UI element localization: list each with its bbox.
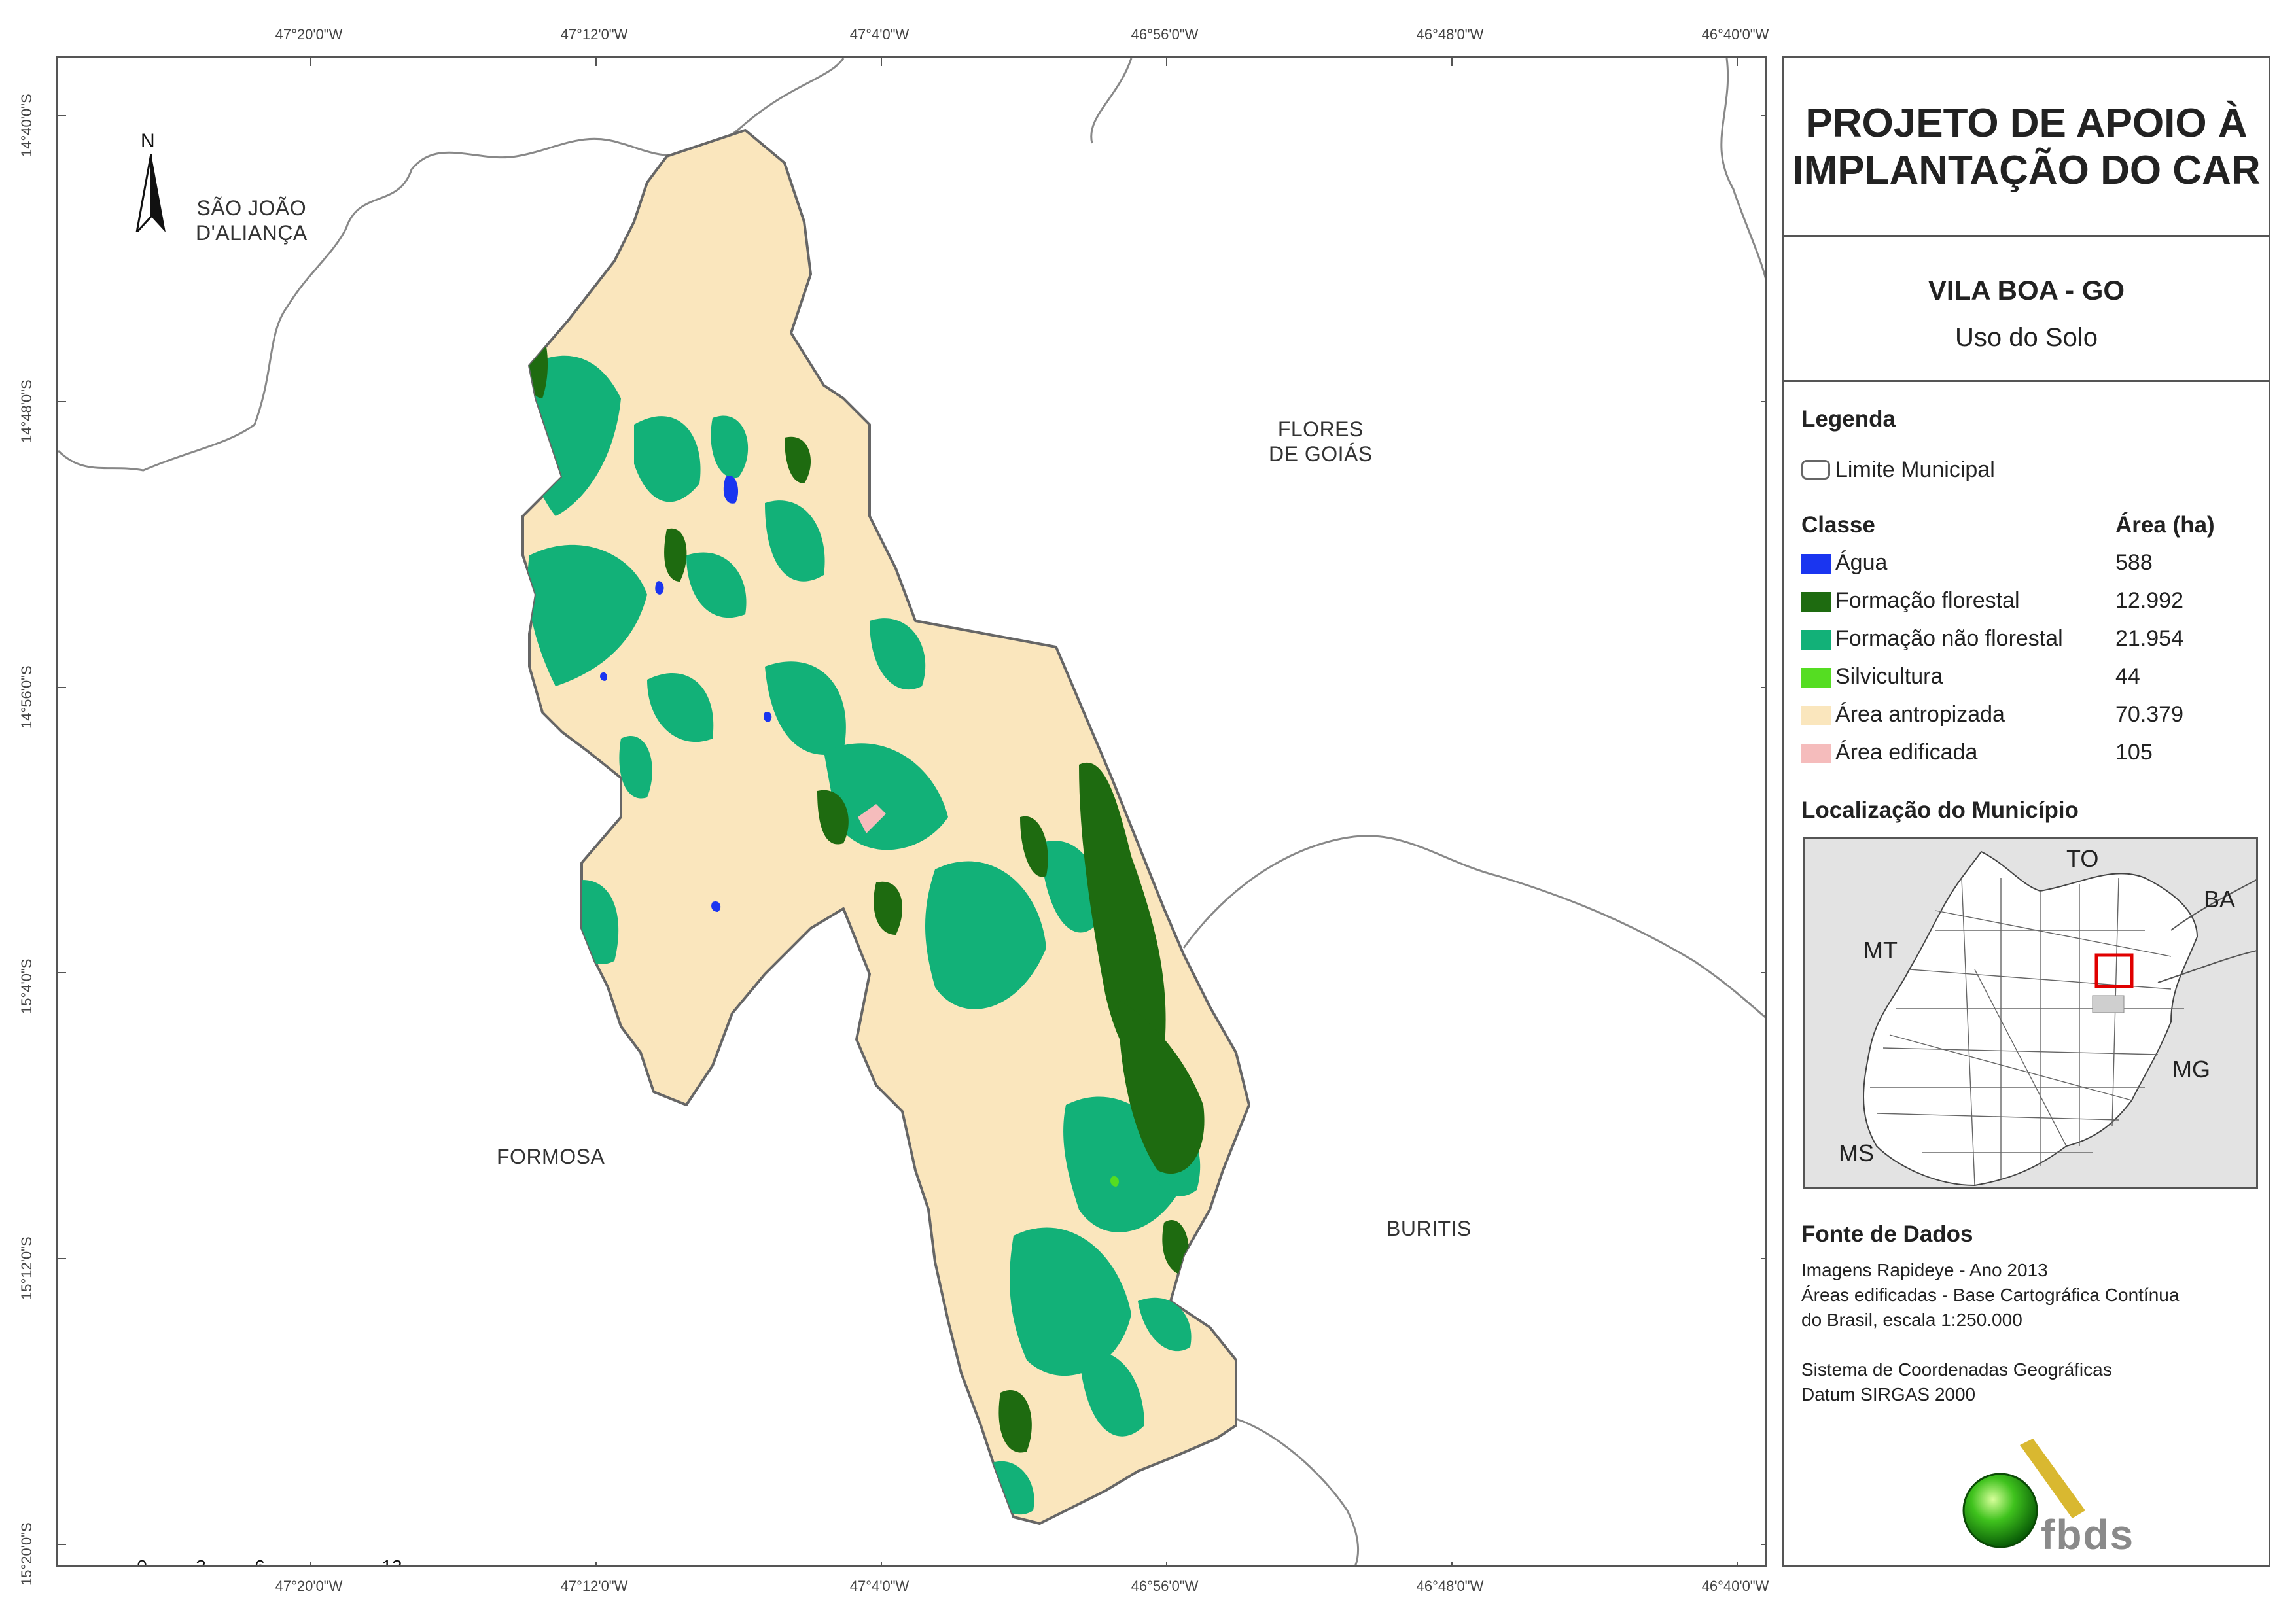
legend-class-area: 44 [2115, 664, 2140, 689]
area-header: Área (ha) [2115, 512, 2215, 538]
fbds-logo-text: fbds [2041, 1511, 2135, 1558]
coord-bottom-1: 47°20'0"W [275, 1578, 343, 1594]
source-line-3: do Brasil, escala 1:250.000 [1801, 1310, 2022, 1330]
legend-swatch [1801, 630, 1831, 650]
limit-swatch [1801, 460, 1830, 480]
legend-swatch [1801, 744, 1831, 763]
legend-class-area: 21.954 [2115, 626, 2183, 651]
coord-bottom-5: 46°48'0"W [1416, 1578, 1484, 1594]
coord-bottom-4: 46°56'0"W [1131, 1578, 1199, 1594]
place-title: VILA BOA - GO [1928, 275, 2125, 305]
loc-label-ba: BA [2204, 886, 2236, 913]
coord-top-1: 47°20'0"W [275, 26, 343, 43]
coord-left-6: 15°20'0"S [18, 1522, 35, 1586]
coord-bottom-3: 47°4'0"W [849, 1578, 910, 1594]
coord-top-6: 46°40'0"W [1701, 26, 1769, 43]
boundary-buritis [1182, 835, 1765, 1019]
loc-label-mt: MT [1863, 937, 1898, 964]
north-label: N [141, 130, 155, 152]
scale-tick-0: 0 [137, 1556, 147, 1567]
loc-label-mg: MG [2172, 1056, 2210, 1083]
location-title: Localização do Município [1801, 797, 2079, 823]
title-line-1: PROJETO DE APOIO À [1805, 101, 2248, 146]
coord-top-4: 46°56'0"W [1131, 26, 1199, 43]
legend-title: Legenda [1801, 406, 1896, 432]
legend-class-label: Área edificada [1835, 740, 1978, 765]
coord-bottom-2: 47°12'0"W [560, 1578, 628, 1594]
legend-class-area: 12.992 [2115, 588, 2183, 613]
land-cover-patches [523, 318, 1205, 1515]
fbds-logo-icon [1962, 1439, 2085, 1548]
fbds-logo: fbds [1948, 1439, 2144, 1558]
coord-left-1: 14°40'0"S [18, 94, 35, 157]
legend-swatch [1801, 554, 1831, 574]
sources-title: Fonte de Dados [1801, 1221, 1973, 1247]
coord-bottom-6: 46°40'0"W [1701, 1578, 1769, 1594]
label-flores-de-goias: FLORES DE GOIÁS [1269, 417, 1373, 466]
class-header: Classe [1801, 512, 1875, 538]
source-line-2: Áreas edificadas - Base Cartográfica Con… [1801, 1285, 2180, 1305]
north-arrow: N [132, 130, 171, 232]
scale-tick-3: 3 [196, 1556, 206, 1567]
legend-class-area: 588 [2115, 550, 2153, 575]
legend-swatch [1801, 706, 1831, 725]
loc-label-ms: MS [1839, 1140, 1874, 1166]
legend-class-label: Formação não florestal [1835, 626, 2063, 651]
legend-swatch [1801, 668, 1831, 688]
title-line-2: IMPLANTAÇÃO DO CAR [1792, 148, 2261, 193]
legend-class-label: Silvicultura [1835, 664, 1943, 689]
legend-class-area: 105 [2115, 740, 2153, 765]
legend-class-label: Formação florestal [1835, 588, 2020, 613]
location-map: TO BA MT MG MS [1803, 837, 2258, 1189]
crs-line-2: Datum SIRGAS 2000 [1801, 1384, 1976, 1405]
source-line-1: Imagens Rapideye - Ano 2013 [1801, 1260, 2048, 1280]
scale-bar: 0 3 6 12 km [137, 1556, 402, 1567]
north-arrow-icon [135, 154, 166, 232]
coord-left-2: 14°48'0"S [18, 379, 35, 443]
limit-label: Limite Municipal [1835, 457, 1995, 482]
coord-left-5: 15°12'0"S [18, 1236, 35, 1300]
coord-top-5: 46°48'0"W [1416, 26, 1484, 43]
land-use-map [58, 58, 1765, 1565]
coord-left-4: 15°4'0"S [18, 958, 35, 1014]
loc-label-to: TO [2066, 845, 2099, 872]
legend-class-area: 70.379 [2115, 702, 2183, 727]
coord-top-3: 47°4'0"W [849, 26, 910, 43]
label-formosa: FORMOSA [497, 1145, 605, 1168]
coord-top-2: 47°12'0"W [560, 26, 628, 43]
boundary-flores [1090, 58, 1133, 144]
label-sao-joao: SÃO JOÃO D'ALIANÇA [196, 196, 308, 245]
scale-tick-6: 6 [255, 1556, 265, 1567]
legend-class-label: Água [1835, 550, 1888, 575]
theme-title: Uso do Solo [1955, 323, 2098, 352]
legend-class-label: Área antropizada [1835, 702, 2005, 727]
map-frame[interactable]: N SÃO JOÃO D'ALIANÇA FLORES DE GOIÁS FOR… [56, 56, 1767, 1567]
goias-state-map [1863, 850, 2256, 1187]
subtitle-box: VILA BOA - GO Uso do Solo [1784, 237, 2269, 382]
label-buritis: BURITIS [1386, 1217, 1472, 1240]
legend-swatch [1801, 592, 1831, 612]
crs-line-1: Sistema de Coordenadas Geográficas [1801, 1359, 2112, 1380]
info-panel: PROJETO DE APOIO À IMPLANTAÇÃO DO CAR VI… [1782, 56, 2270, 1567]
title-box: PROJETO DE APOIO À IMPLANTAÇÃO DO CAR [1784, 58, 2269, 237]
boundary-south [1235, 1418, 1360, 1565]
coord-left-3: 14°56'0"S [18, 665, 35, 729]
boundary-east [1720, 58, 1765, 279]
scale-tick-12: 12 km [381, 1556, 402, 1567]
